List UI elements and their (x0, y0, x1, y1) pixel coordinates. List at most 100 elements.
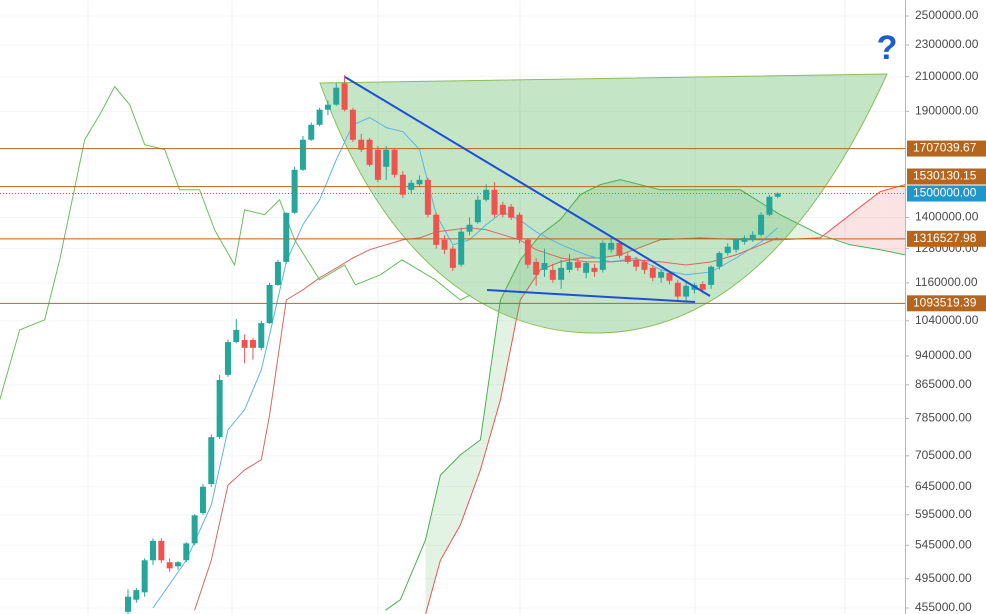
candle-body (574, 261, 581, 268)
candle-body (158, 540, 165, 561)
cloud-span-a (385, 179, 905, 611)
trendline (344, 76, 711, 297)
candle-body (341, 83, 348, 110)
candle-body (591, 267, 598, 272)
plot (0, 73, 905, 614)
y-tick-label: 455000.00 (915, 600, 972, 614)
candle-body (408, 182, 415, 190)
y-tick-label: 865000.00 (915, 377, 972, 391)
candle-body (291, 169, 298, 213)
level-label: 1707039.67 (913, 141, 977, 155)
candles (125, 74, 781, 614)
y-tick-label: 1040000.00 (915, 313, 979, 327)
candle-body (399, 174, 406, 195)
candle-body (299, 139, 306, 170)
candle-body (516, 214, 523, 240)
candle-body (283, 212, 290, 262)
y-tick-label: 545000.00 (915, 537, 972, 551)
candle-body (266, 284, 273, 324)
candle-body (599, 242, 606, 270)
candle-body (308, 124, 315, 140)
y-tick-label: 595000.00 (915, 507, 972, 521)
candle-body (141, 560, 148, 593)
y-tick-label: 1160000.00 (915, 275, 978, 289)
y-tick-label: 2500000.00 (915, 8, 979, 22)
annotation: ? (877, 29, 898, 67)
candle-body (666, 272, 673, 281)
level-label-bg (907, 140, 986, 157)
candle-body (733, 239, 740, 250)
candle-body (708, 266, 715, 285)
level-label: 1093519.39 (913, 295, 977, 309)
candle-body (499, 204, 506, 215)
candle-body (358, 139, 365, 150)
candle-body (133, 590, 140, 600)
cloud-fill (620, 179, 661, 255)
candle-body (549, 269, 556, 280)
last-price-bg (907, 185, 986, 202)
cloud-fill (880, 184, 905, 255)
candle-body (716, 252, 723, 267)
candle-body (333, 87, 340, 105)
last-price-label: 1500000.00 (913, 186, 977, 200)
y-tick-label: 2100000.00 (915, 69, 979, 83)
cloud-fill (500, 259, 521, 400)
candle-body (583, 263, 590, 273)
candle-body (199, 486, 206, 514)
candle-body (433, 214, 440, 245)
cloud-fill (820, 214, 851, 245)
candle-body (316, 109, 323, 125)
candle-body (258, 323, 265, 348)
candle-body (349, 109, 356, 140)
level-label: 1316527.98 (913, 231, 977, 245)
cloud-fill (850, 191, 881, 250)
candle-body (649, 267, 656, 278)
level-label: 1530130.15 (913, 169, 977, 183)
candle-body (274, 261, 281, 285)
candle-body (483, 189, 490, 200)
candle-body (474, 199, 481, 223)
candle-body (149, 540, 156, 561)
cloud-fill (540, 219, 561, 270)
candle-body (608, 242, 615, 250)
y-tick-label: 645000.00 (915, 479, 972, 493)
candle-body (458, 231, 465, 265)
candle-body (383, 149, 390, 167)
cloud-fill (425, 475, 441, 614)
candle-body (441, 239, 448, 250)
candle-body (391, 149, 398, 175)
y-tick-label: 940000.00 (915, 348, 972, 362)
candle-body (699, 284, 706, 290)
indicator-line (0, 85, 471, 401)
candle-body (758, 214, 765, 235)
level-label-bg (907, 230, 986, 247)
candle-body (366, 139, 373, 165)
indicator-line (194, 227, 778, 611)
candle-body (416, 179, 423, 185)
cloud-fill (580, 184, 601, 258)
candle-body (641, 261, 648, 270)
y-tick-label: 1400000.00 (915, 210, 979, 224)
cloud-fill (520, 234, 541, 301)
cloud-fill (480, 300, 501, 470)
cloud-fill (440, 454, 461, 561)
candle-body (224, 342, 231, 375)
candle-body (449, 248, 456, 268)
cloud-fill (660, 189, 701, 240)
cloud-fill (560, 194, 581, 262)
candle-body (125, 596, 131, 612)
candle-body (624, 255, 631, 262)
level-label-bg (907, 168, 986, 185)
candle-body (374, 149, 381, 180)
candle-body (508, 206, 515, 218)
candle-body (741, 237, 748, 242)
candle-body (424, 179, 431, 215)
cup-drawing (319, 73, 888, 334)
candle-body (541, 263, 548, 270)
candle-body (241, 339, 248, 348)
candle-body (774, 193, 781, 197)
y-axis: 455000.00 495000.00 545000.00 595000.00 6450… (905, 8, 986, 614)
cloud-fill (700, 189, 741, 240)
y-tick-label: 705000.00 (915, 448, 972, 462)
